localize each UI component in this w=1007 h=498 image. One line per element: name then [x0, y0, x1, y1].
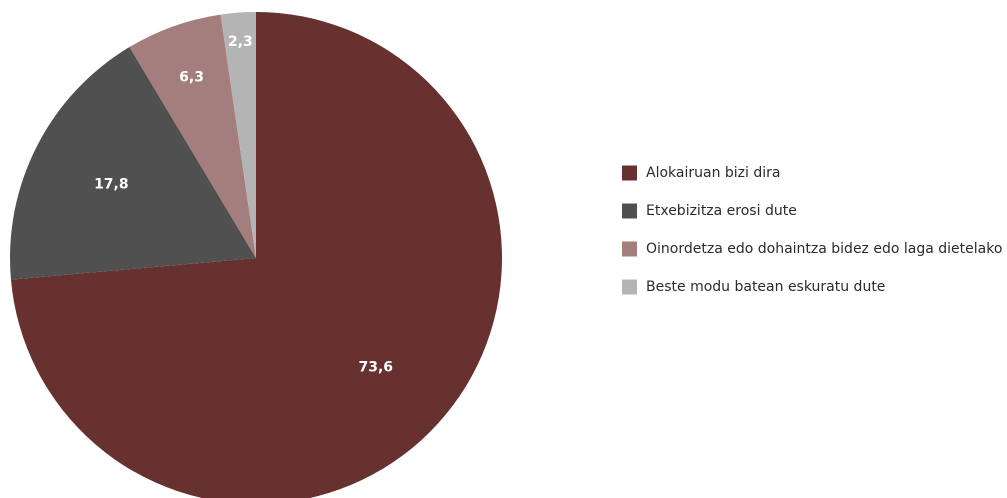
pie-slice-oinordetza-edo-dohaintza-bidez-edo-laga-dietelako [129, 14, 256, 259]
pie-value-label: 73,6 [358, 360, 393, 376]
legend-label: Etxebizitza erosi dute [646, 203, 797, 219]
legend-swatch [622, 203, 637, 219]
legend-item: Oinordetza edo dohaintza bidez edo laga … [622, 241, 1002, 257]
pie-value-label: 2,3 [228, 34, 253, 50]
pie-value-labels: 73,6 17,8 6,3 2,3 [94, 34, 393, 376]
pie-slice-beste-modu-batean-eskuratu-dute [220, 12, 256, 258]
legend-swatch [622, 241, 637, 257]
legend-label: Oinordetza edo dohaintza bidez edo laga … [646, 241, 1002, 257]
pie-slice-alokairuan-bizi-dira [10, 12, 502, 498]
legend-item: Alokairuan bizi dira [622, 165, 780, 181]
legend-label: Beste modu batean eskuratu dute [646, 279, 885, 295]
legend-item: Beste modu batean eskuratu dute [622, 279, 885, 295]
legend-swatch [622, 279, 637, 295]
pie-slice-etxebizitza-erosi-dute [9, 47, 256, 280]
legend-item: Etxebizitza erosi dute [622, 203, 797, 219]
legend-label: Alokairuan bizi dira [646, 165, 780, 181]
pie-value-label: 17,8 [94, 176, 129, 192]
pie-slices [9, 12, 502, 498]
pie-value-label: 6,3 [179, 69, 204, 85]
legend-swatch [622, 165, 637, 181]
legend: Alokairuan bizi dira Etxebizitza erosi du… [622, 165, 1002, 295]
